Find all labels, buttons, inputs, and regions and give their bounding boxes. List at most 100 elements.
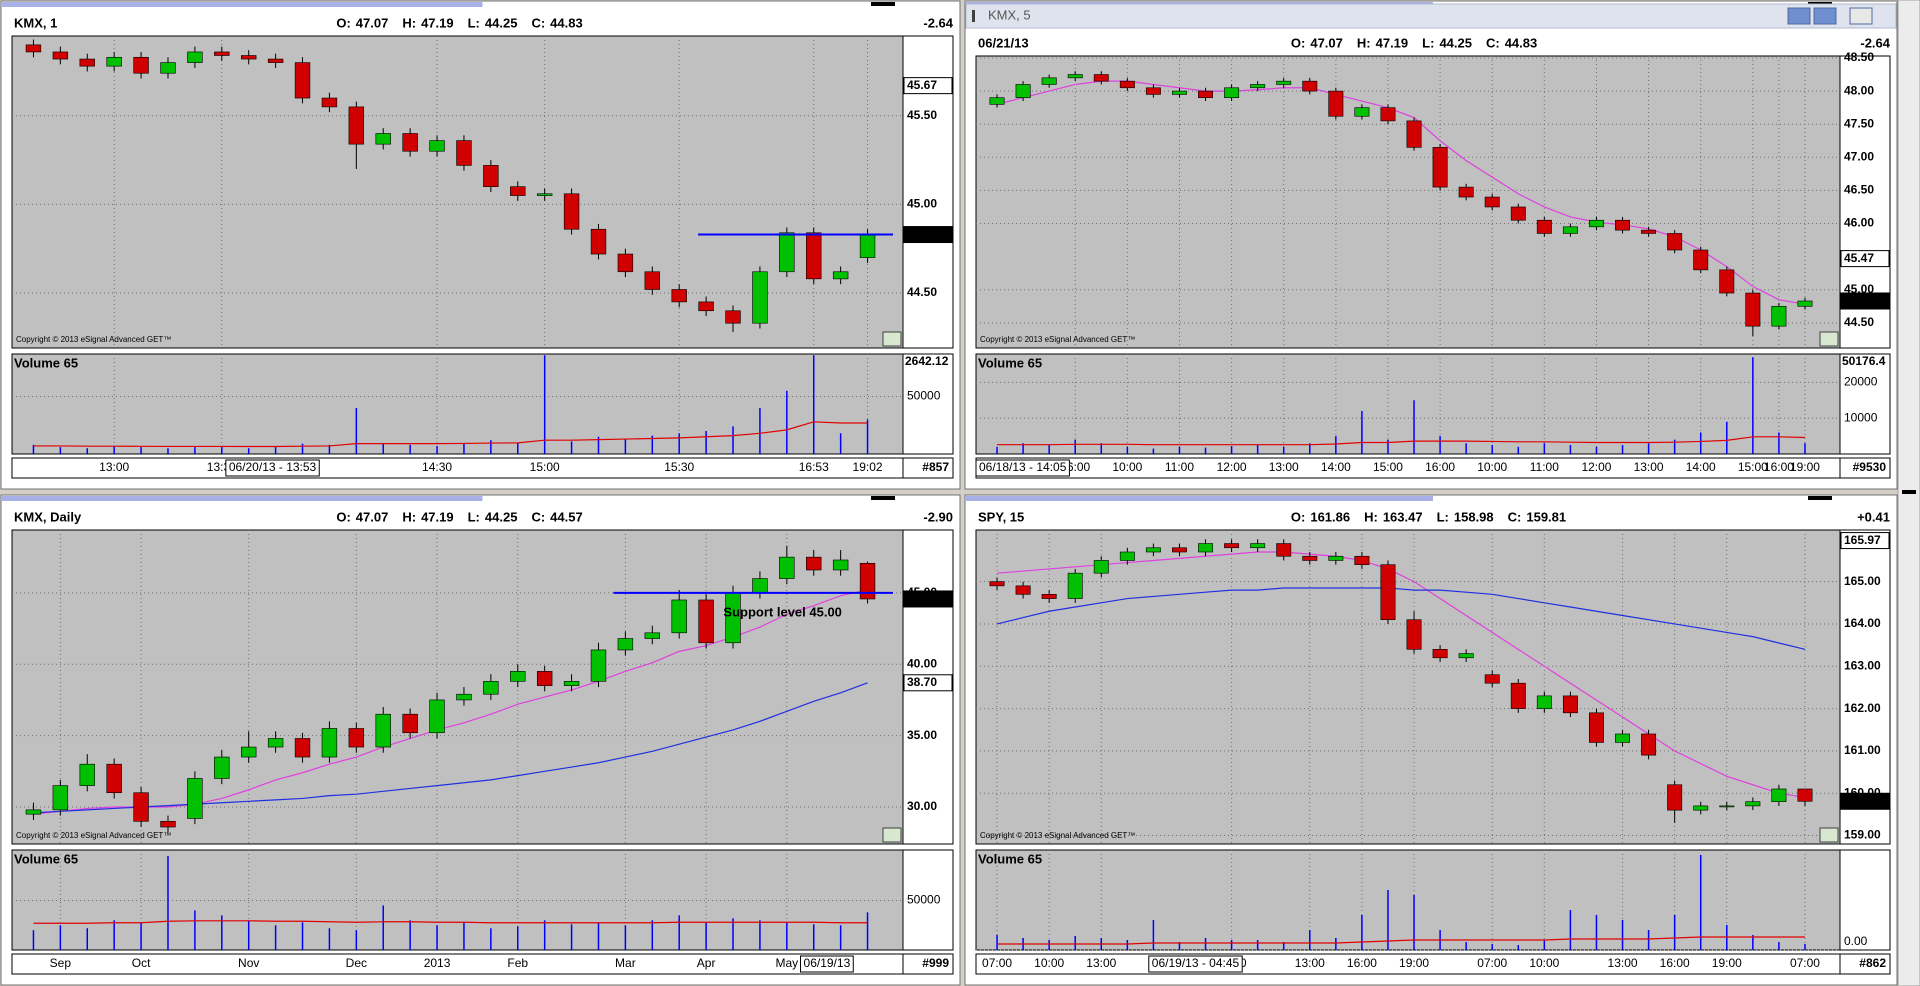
volume-axis (902, 849, 954, 951)
load-strip (2, 496, 483, 501)
stat-value: 159.81 (1526, 509, 1566, 524)
x-tick-label: 19:00 (1712, 956, 1742, 970)
volume-average (33, 920, 868, 924)
x-tick-label: 10:00 (1112, 460, 1142, 474)
volume-average (997, 936, 1805, 945)
candle-body (832, 559, 849, 571)
candle-body (214, 51, 230, 56)
price-tag (1840, 792, 1890, 810)
x-tick-label: 19:00 (1790, 460, 1820, 474)
x-tick-label: 11:00 (1530, 460, 1559, 474)
stat-value: 44.83 (1505, 35, 1538, 50)
stat-label: H: (402, 509, 416, 524)
x-tick-label: 13:00 (1608, 956, 1638, 970)
candle-body (1432, 649, 1448, 659)
price-tag-label: 45.67 (907, 78, 937, 92)
candle-body (1562, 226, 1578, 234)
x-tick-label: Feb (507, 956, 528, 970)
candle-body (402, 133, 418, 152)
candle-body (1224, 543, 1240, 549)
cursor-tag (225, 459, 320, 477)
candle-body (483, 681, 499, 695)
candle-body (1354, 107, 1370, 117)
cursor-tag-label: 06/18/13 - 14:05 (979, 460, 1067, 474)
candle-body (106, 763, 122, 794)
copyright: Copyright © 2013 eSignal Advanced GET™ (16, 831, 171, 840)
candle-body (1641, 229, 1657, 234)
price-tag-label: 165.97 (1844, 533, 1881, 547)
window-title: KMX, 5 (988, 7, 1031, 22)
candle-body (1719, 269, 1735, 294)
candle-body (1067, 572, 1083, 599)
y-tick-label: 45.00 (907, 197, 937, 211)
volume-title: Volume 65 (14, 355, 78, 370)
stat-value: 47.19 (421, 509, 454, 524)
stat-value: 47.19 (1376, 35, 1409, 50)
candle-body (1093, 560, 1109, 574)
candle-body (1458, 186, 1474, 198)
candle-body (241, 55, 257, 60)
stat-label: H: (402, 15, 416, 30)
cursor-tag (975, 459, 1070, 477)
chart-icon[interactable] (882, 331, 902, 347)
price-tag (903, 590, 953, 608)
candle-body (321, 97, 338, 108)
title-icon (972, 10, 975, 22)
x-tick-label: 13:00 (1295, 956, 1325, 970)
candle-body (1589, 712, 1604, 743)
window-button[interactable] (1813, 7, 1837, 25)
candle-body (1484, 674, 1500, 684)
price-tag (1840, 250, 1890, 268)
candle-body (671, 599, 687, 634)
x-tick-label: Mar (615, 956, 636, 970)
candle-body (644, 632, 660, 639)
window-button[interactable] (1787, 7, 1811, 25)
candle-body (1093, 74, 1109, 82)
candle-body (859, 234, 876, 258)
chart-title: KMX, Daily (14, 509, 82, 524)
stat-label: O: (1291, 509, 1305, 524)
candle-body (79, 58, 95, 67)
stat-label: O: (1291, 35, 1305, 50)
stat-value: 44.57 (550, 509, 583, 524)
candle-body (1276, 80, 1292, 85)
x-tick-label: 11:00 (1165, 460, 1194, 474)
candle-body (510, 671, 526, 682)
candle-body (989, 97, 1005, 105)
candle-body (1745, 801, 1761, 807)
chart-icon[interactable] (1819, 331, 1839, 347)
candle-body (1198, 543, 1213, 553)
load-strip-end (1808, 496, 1832, 500)
candle-body (1250, 84, 1266, 89)
candle-body (698, 599, 714, 644)
candle-body (241, 746, 257, 758)
stat-value: 44.25 (485, 15, 518, 30)
volume-average (997, 436, 1805, 446)
candle-body (348, 728, 365, 748)
price-pane (975, 529, 1841, 845)
candle-body (79, 763, 95, 786)
candle-body (214, 756, 230, 779)
candle-body (267, 58, 284, 63)
y-tick-label: 47.00 (1844, 149, 1874, 163)
change: -2.64 (923, 15, 953, 30)
candle-body (348, 106, 365, 145)
candle-body (832, 271, 849, 280)
chart-icon[interactable] (1819, 827, 1839, 843)
price-tag (1840, 532, 1890, 550)
stat-label: L: (468, 15, 480, 30)
candle-body (1119, 80, 1135, 89)
candle-body (1536, 695, 1552, 709)
window-button[interactable] (1849, 7, 1873, 25)
candle-body (1615, 219, 1630, 231)
candle-body (989, 581, 1005, 587)
stat-label: O: (336, 509, 350, 524)
volume-readout: 2642.12 (905, 354, 949, 368)
x-tick-label: May (775, 956, 798, 970)
load-strip (966, 496, 1433, 501)
candle-body (590, 649, 607, 682)
volume-title: Volume 65 (978, 355, 1042, 370)
chart-icon[interactable] (882, 827, 902, 843)
candle-body (133, 56, 149, 74)
